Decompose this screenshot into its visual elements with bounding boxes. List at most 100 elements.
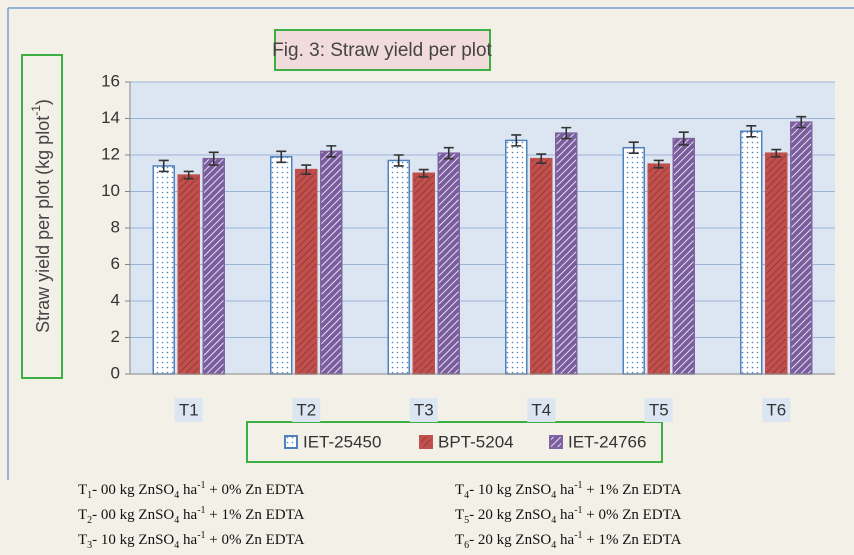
footnote-part: 4: [551, 540, 557, 551]
y-label-part: Straw yield per plot (kg plot: [33, 116, 53, 333]
error-bar: [183, 170, 194, 180]
footnote-part: + 0% Zn EDTA: [205, 532, 305, 548]
footnote: T2- 00 kg ZnSO4 ha-1 + 1% Zn EDTA: [78, 505, 304, 526]
footnote-part: ha: [179, 507, 198, 523]
legend-swatch: [419, 435, 433, 449]
x-tick-label: T6: [766, 400, 786, 419]
footnote-part: ha: [556, 532, 575, 548]
bar: [790, 121, 813, 375]
legend-box: [246, 421, 663, 463]
footnote-part: ha: [179, 532, 198, 548]
y-tick-label: 4: [111, 290, 120, 309]
footnote-part: + 0% Zn EDTA: [205, 482, 305, 498]
footnote-part: T: [78, 507, 88, 523]
footnote-part: - 00 kg ZnSO: [92, 482, 175, 498]
chart: Fig. 3: Straw yield per plot Straw yield…: [7, 7, 854, 480]
bar: [555, 132, 578, 375]
bar: [672, 137, 695, 375]
error-bar: [158, 159, 169, 173]
y-label-box: [21, 54, 63, 379]
legend-label: IET-24766: [568, 432, 646, 451]
bar: [622, 146, 645, 375]
bar: [412, 172, 435, 375]
footnote-part: T: [455, 507, 465, 523]
footnote-part: + 1% Zn EDTA: [205, 507, 305, 523]
legend-label: IET-25450: [303, 432, 381, 451]
error-bar: [208, 151, 219, 166]
footnote-part: -1: [197, 530, 206, 541]
footnote-part: 4: [551, 515, 557, 526]
x-tick-bg: [409, 398, 438, 422]
x-tick-label: T3: [414, 400, 434, 419]
bar: [505, 139, 528, 375]
footnote-part: - 10 kg ZnSO: [469, 482, 552, 498]
x-tick-label: T5: [649, 400, 669, 419]
x-tick-bg: [527, 398, 556, 422]
footnote-part: - 20 kg ZnSO: [469, 507, 552, 523]
footnote-part: T: [78, 482, 88, 498]
error-bar: [771, 148, 782, 158]
footnote-part: 4: [174, 490, 180, 501]
footnote-part: T: [455, 482, 465, 498]
footnote-part: 5: [464, 515, 470, 526]
title-box: [274, 29, 491, 71]
y-label-sup: -1: [29, 105, 43, 116]
bar: [530, 157, 553, 375]
footnote-part: -1: [197, 480, 206, 491]
x-tick-bg: [762, 398, 791, 422]
error-bar: [276, 150, 287, 164]
error-bar: [418, 168, 429, 178]
error-bar: [746, 125, 757, 138]
y-tick-label: 12: [101, 144, 120, 163]
error-bar: [796, 115, 807, 129]
bar: [437, 152, 460, 375]
error-bar: [326, 145, 337, 158]
chart-title: Fig. 3: Straw yield per plot: [272, 40, 492, 61]
footnote-part: ha: [556, 482, 575, 498]
footnote-part: 3: [87, 540, 93, 551]
footnote-part: T: [78, 532, 88, 548]
y-tick-label: 2: [111, 327, 120, 346]
footnote-part: -1: [574, 480, 583, 491]
footnote-part: 2: [87, 515, 93, 526]
bar: [387, 159, 410, 375]
legend-label: BPT-5204: [438, 432, 514, 451]
footnote-part: ha: [179, 482, 198, 498]
footnote-part: 4: [174, 540, 180, 551]
footnote-part: + 1% Zn EDTA: [582, 532, 682, 548]
error-bar: [393, 154, 404, 167]
x-tick-bg: [644, 398, 673, 422]
footnote-part: T: [455, 532, 465, 548]
footnote-part: - 20 kg ZnSO: [469, 532, 552, 548]
error-bar: [301, 164, 312, 175]
bar: [765, 152, 788, 375]
footnote-part: - 00 kg ZnSO: [92, 507, 175, 523]
error-bar: [511, 134, 522, 147]
bar: [202, 157, 225, 375]
footnote-part: + 0% Zn EDTA: [582, 507, 682, 523]
footnote-part: 4: [551, 490, 557, 501]
bar: [740, 130, 763, 375]
x-tick-label: T2: [296, 400, 316, 419]
bar: [270, 156, 293, 375]
footnote: T5- 20 kg ZnSO4 ha-1 + 0% Zn EDTA: [455, 505, 681, 526]
x-tick-bg: [174, 398, 203, 422]
footnote-part: - 10 kg ZnSO: [92, 532, 175, 548]
footnote-part: -1: [574, 505, 583, 516]
bar: [152, 165, 175, 375]
footnote: T6- 20 kg ZnSO4 ha-1 + 1% Zn EDTA: [455, 530, 681, 551]
error-bar: [536, 153, 547, 165]
x-tick-label: T1: [179, 400, 199, 419]
footnote-part: ha: [556, 507, 575, 523]
y-tick-label: 10: [101, 181, 120, 200]
x-tick-bg: [292, 398, 321, 422]
footnote-part: + 1% Zn EDTA: [582, 482, 682, 498]
y-axis-label: Straw yield per plot (kg plot-1): [29, 99, 53, 333]
y-tick-label: 16: [101, 71, 120, 90]
footnote-part: -1: [197, 505, 206, 516]
bar: [295, 168, 318, 375]
error-bar: [653, 159, 664, 169]
bar: [320, 150, 343, 375]
error-bar: [678, 131, 689, 146]
